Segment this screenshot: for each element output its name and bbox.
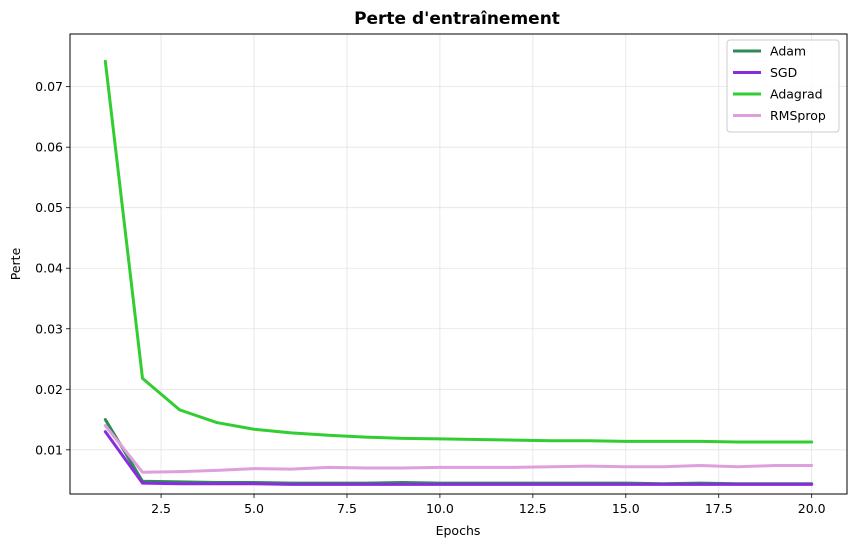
series-line-adagrad bbox=[103, 59, 814, 444]
chart-title: Perte d'entraînement bbox=[354, 9, 560, 29]
legend-label-rmsprop: RMSprop bbox=[770, 108, 826, 123]
y-tick-label: 0.05 bbox=[35, 200, 63, 215]
x-tick-label: 5.0 bbox=[244, 501, 264, 516]
x-tick-label: 12.5 bbox=[519, 501, 547, 516]
y-tick-label: 0.06 bbox=[35, 140, 63, 155]
x-tick-label: 20.0 bbox=[798, 501, 826, 516]
series-line-sgd bbox=[103, 430, 814, 486]
y-axis-ticks: 0.01 0.02 0.03 0.04 0.05 0.06 0.07 bbox=[35, 79, 70, 457]
x-tick-label: 7.5 bbox=[337, 501, 357, 516]
x-tick-label: 10.0 bbox=[426, 501, 454, 516]
y-axis-label: Perte bbox=[8, 247, 23, 280]
x-tick-label: 15.0 bbox=[612, 501, 640, 516]
y-tick-label: 0.03 bbox=[35, 321, 63, 336]
y-tick-label: 0.01 bbox=[35, 442, 63, 457]
y-tick-label: 0.02 bbox=[35, 382, 63, 397]
series-layer bbox=[103, 59, 814, 486]
legend-label-adagrad: Adagrad bbox=[770, 87, 823, 102]
legend-label-sgd: SGD bbox=[770, 65, 797, 80]
series-line-adam bbox=[103, 418, 814, 486]
y-tick-label: 0.04 bbox=[35, 261, 63, 276]
x-tick-label: 17.5 bbox=[705, 501, 733, 516]
y-tick-label: 0.07 bbox=[35, 79, 63, 94]
x-axis-label: Epochs bbox=[436, 523, 481, 538]
x-axis-ticks: 2.5 5.0 7.5 10.0 12.5 15.0 17.5 20.0 bbox=[151, 494, 826, 516]
legend-box bbox=[726, 39, 840, 133]
x-tick-label: 2.5 bbox=[151, 501, 171, 516]
plot-frame bbox=[69, 33, 848, 495]
grid bbox=[70, 34, 847, 494]
legend-label-adam: Adam bbox=[770, 44, 806, 59]
series-line-rmsprop bbox=[103, 424, 814, 474]
legend: Adam SGD Adagrad RMSprop bbox=[726, 39, 840, 133]
